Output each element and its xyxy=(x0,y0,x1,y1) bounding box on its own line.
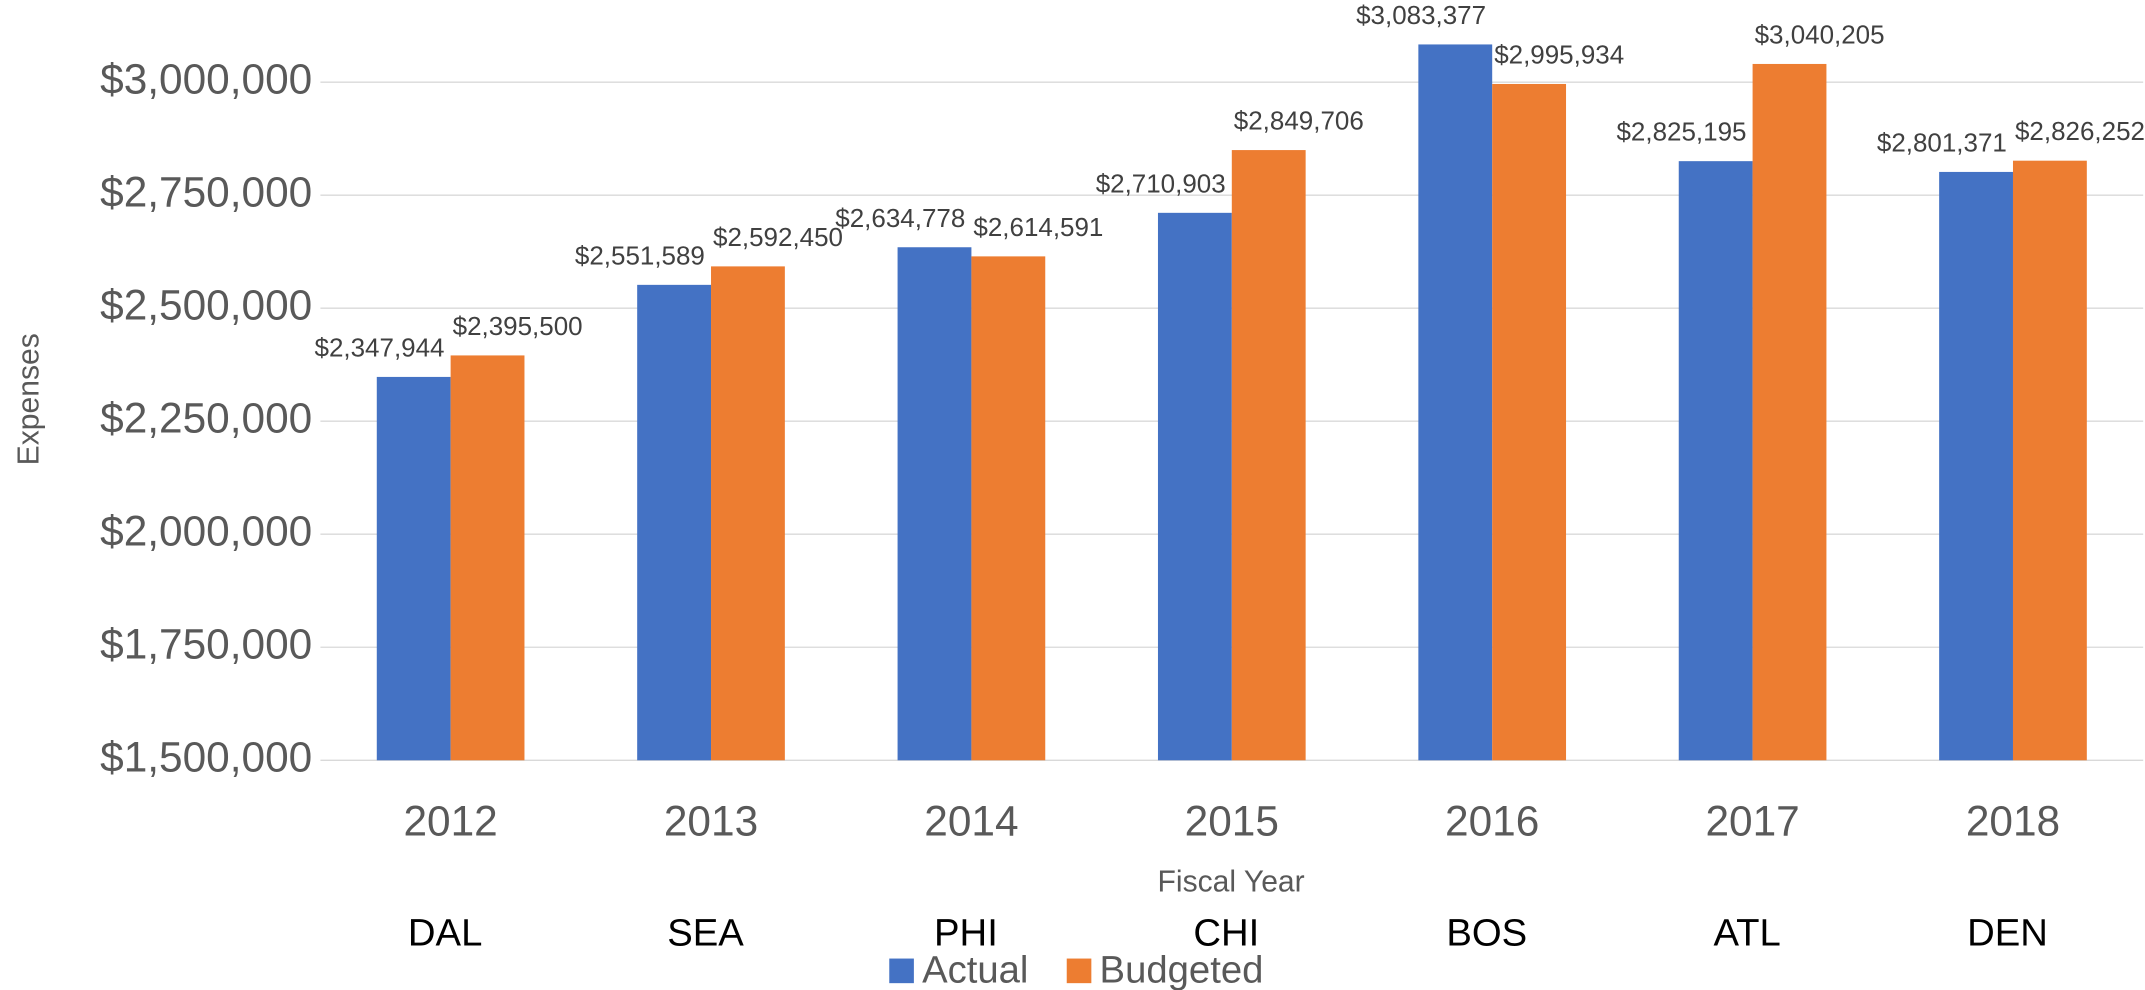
bar xyxy=(376,376,451,761)
data-label: $2,826,252 xyxy=(2015,116,2145,146)
data-label: $2,347,944 xyxy=(315,332,445,362)
bar xyxy=(450,355,525,761)
annotation: CHI xyxy=(1193,911,1259,954)
bar xyxy=(1492,83,1567,761)
bar xyxy=(1231,150,1306,761)
x-tick-label: 2017 xyxy=(1705,798,1799,845)
data-label: $2,395,500 xyxy=(453,311,583,341)
legend-label: Actual xyxy=(922,948,1028,990)
data-label: $2,634,778 xyxy=(835,203,965,233)
bar xyxy=(711,266,785,761)
data-label: $2,710,903 xyxy=(1096,168,1226,198)
annotation: DAL xyxy=(408,911,482,954)
bar xyxy=(1752,63,1827,761)
data-label: $3,040,205 xyxy=(1755,19,1885,49)
x-axis-title: Fiscal Year xyxy=(1158,865,1305,898)
x-tick-label: 2012 xyxy=(403,798,497,845)
legend-swatch xyxy=(889,958,914,984)
bar xyxy=(2012,160,2087,761)
data-label: $2,551,589 xyxy=(575,240,705,270)
y-tick-label: $2,000,000 xyxy=(100,507,312,554)
y-tick-label: $2,500,000 xyxy=(100,281,312,328)
y-tick-label: $1,500,000 xyxy=(100,733,312,780)
data-label: $2,825,195 xyxy=(1616,117,1746,147)
bar xyxy=(897,247,972,761)
y-tick-label: $3,000,000 xyxy=(100,55,312,102)
legend-label: Budgeted xyxy=(1100,948,1264,990)
bar xyxy=(1157,212,1232,761)
data-label: $3,083,377 xyxy=(1356,0,1486,30)
x-tick-label: 2013 xyxy=(664,798,758,845)
legend-swatch xyxy=(1066,958,1092,984)
y-tick-label: $2,250,000 xyxy=(100,394,312,441)
x-tick-label: 2014 xyxy=(924,798,1018,845)
x-tick-label: 2015 xyxy=(1185,798,1279,845)
annotation: DEN xyxy=(1967,911,2048,954)
x-tick-label: 2016 xyxy=(1445,798,1539,845)
bar xyxy=(1939,171,2013,761)
data-label: $2,849,706 xyxy=(1234,106,1364,136)
data-label: $2,995,934 xyxy=(1494,39,1624,69)
annotation: BOS xyxy=(1446,911,1527,954)
bar xyxy=(637,284,712,761)
y-tick-label: $1,750,000 xyxy=(100,620,312,667)
annotation: ATL xyxy=(1713,911,1780,954)
bar xyxy=(1418,44,1493,761)
annotation: PHI xyxy=(934,911,998,954)
y-axis-title: Expenses xyxy=(12,333,45,465)
bar xyxy=(1678,161,1753,761)
data-label: $2,592,450 xyxy=(713,222,843,252)
data-label: $2,801,371 xyxy=(1877,127,2007,157)
annotation: SEA xyxy=(667,911,744,954)
y-tick-label: $2,750,000 xyxy=(100,168,312,215)
bar xyxy=(971,256,1046,761)
data-label: $2,614,591 xyxy=(973,212,1103,242)
x-tick-label: 2018 xyxy=(1966,798,2060,845)
